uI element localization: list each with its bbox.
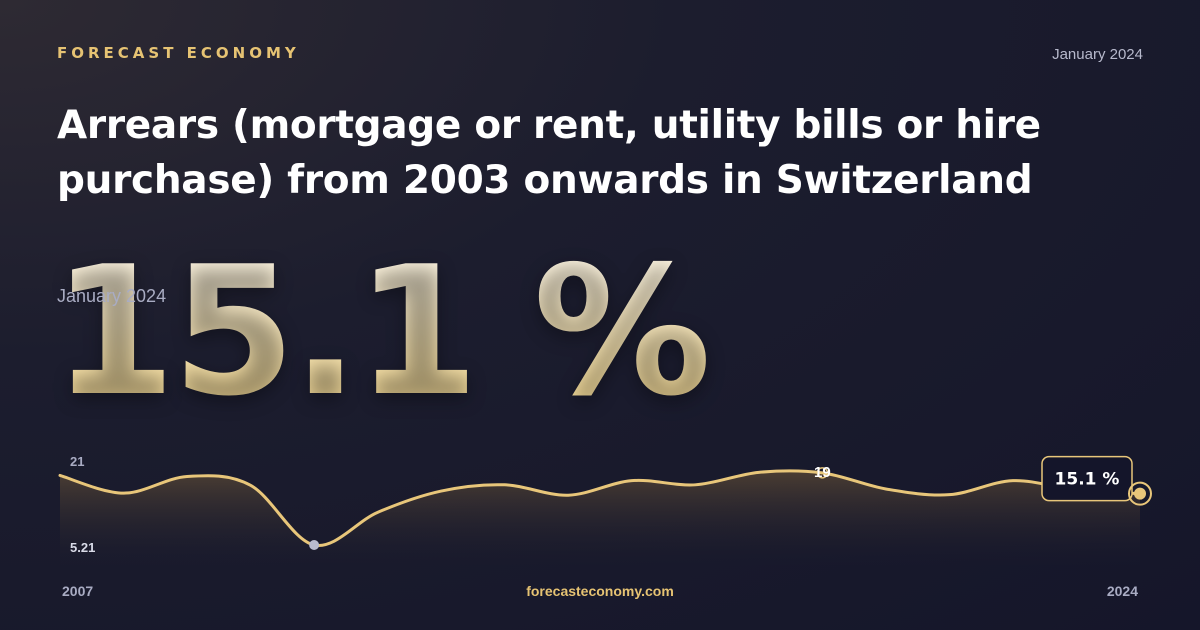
- last-point-ring: [1128, 481, 1152, 506]
- last-value-callout-label: 15.1 %: [1055, 470, 1120, 490]
- headline-date: January 2024: [57, 286, 167, 306]
- chart-series-line: [58, 469, 1142, 547]
- chart-area-fill: [60, 470, 1140, 565]
- last-point-marker: [1134, 487, 1146, 500]
- y-min-label: 5.21: [70, 540, 95, 555]
- x-axis-start-label: 2007: [62, 583, 94, 599]
- page-title: Arrears (mortgage or rent, utility bills…: [57, 103, 1041, 203]
- min-point-marker: [309, 540, 320, 550]
- y-max-label: 21: [70, 454, 84, 469]
- peak-annotation-label: 19: [814, 464, 831, 481]
- peak-point-marker: [816, 467, 829, 479]
- x-axis-end-label: 2024: [1106, 583, 1138, 599]
- report-date: January 2024: [1052, 46, 1143, 63]
- footer-site: forecasteconomy.com: [526, 583, 674, 599]
- headline-value: 15.1 %: [52, 228, 711, 435]
- brand-name: FORECAST ECONOMY: [57, 44, 300, 62]
- last-value-callout-box: [1041, 455, 1133, 502]
